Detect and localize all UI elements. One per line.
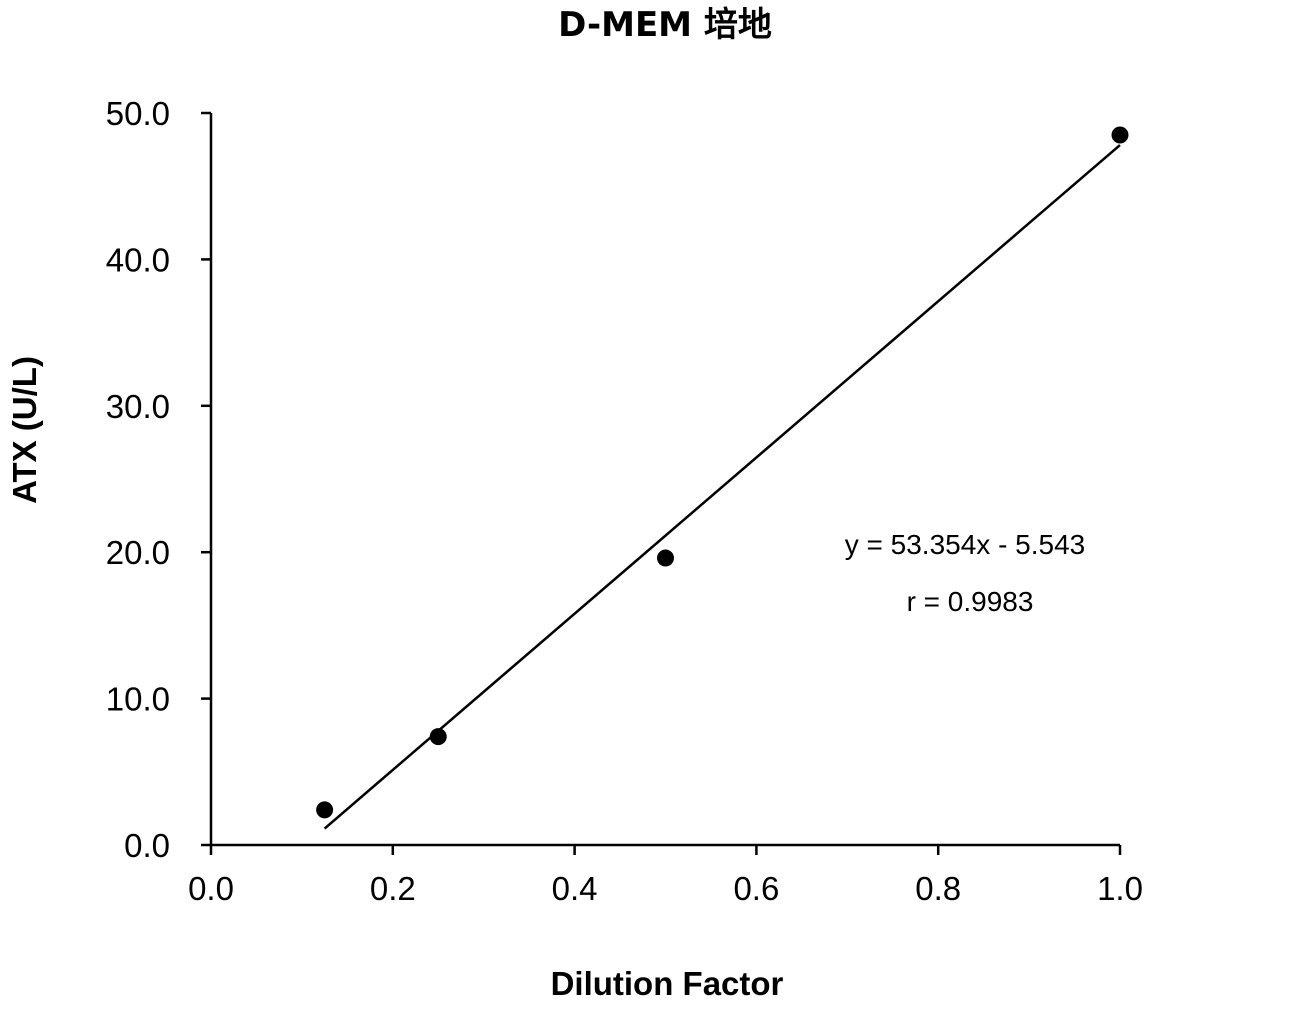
y-tick-label: 50.0 [106, 95, 170, 132]
plot-area: 0.0 0.2 0.4 0.6 0.8 1.0 0.0 10.0 20.0 30.0 40.0 50.… [106, 95, 1143, 907]
x-axis-label: Dilution Factor [551, 965, 784, 1002]
r-value-annotation: r = 0.9983 [907, 586, 1034, 617]
y-tick-label: 10.0 [106, 681, 170, 718]
y-tick-label: 30.0 [106, 388, 170, 425]
data-point [429, 728, 447, 746]
x-tick-label: 0.0 [188, 870, 234, 907]
data-point [1111, 126, 1129, 144]
y-axis-label: ATX (U/L) [6, 356, 43, 504]
y-tick-label: 20.0 [106, 534, 170, 571]
x-tick-label: 0.8 [915, 870, 961, 907]
x-tick-label: 1.0 [1097, 870, 1143, 907]
y-tick-label: 40.0 [106, 241, 170, 278]
x-tick-label: 0.6 [733, 870, 779, 907]
trendline [323, 144, 1121, 830]
x-tick-label: 0.2 [370, 870, 416, 907]
chart-title: D-MEM 培地 [558, 5, 772, 45]
data-point [657, 549, 674, 567]
equation-annotation: y = 53.354x - 5.543 [845, 529, 1086, 560]
x-tick-label: 0.4 [552, 870, 598, 907]
data-point [316, 801, 334, 819]
y-tick-label: 0.0 [124, 827, 170, 864]
